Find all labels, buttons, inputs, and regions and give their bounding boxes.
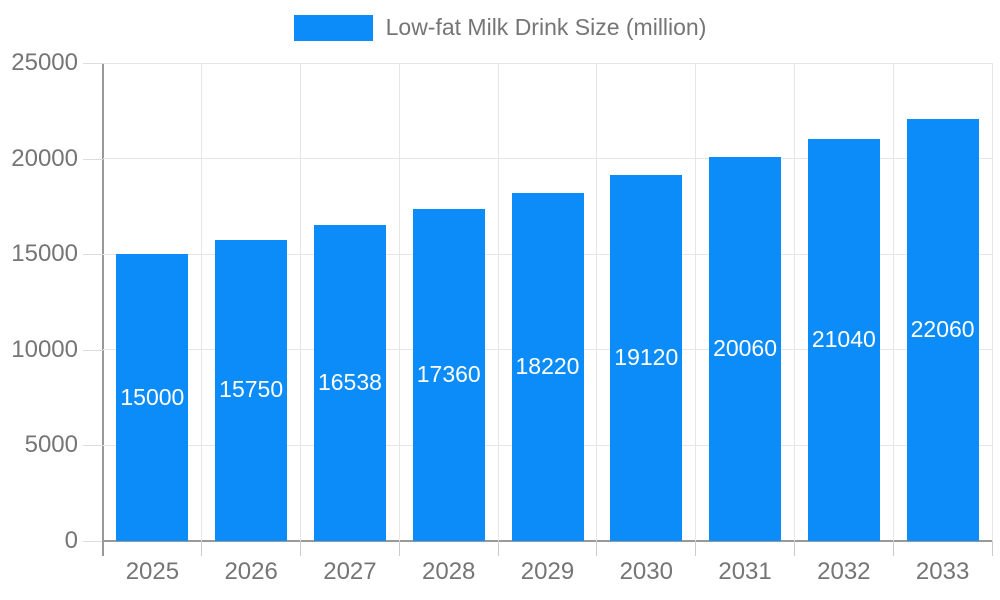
gridline-v	[596, 63, 598, 541]
bar-value-label: 18220	[515, 352, 580, 379]
gridline-v	[497, 63, 499, 541]
x-tick	[991, 541, 993, 556]
x-axis-label: 2033	[915, 558, 970, 585]
x-axis-label: 2027	[323, 558, 377, 585]
bar[interactable]: 16538	[313, 224, 386, 541]
legend-label: Low-fat Milk Drink Size (million)	[385, 14, 707, 40]
x-tick	[695, 541, 697, 556]
gridline-v	[793, 63, 795, 541]
gridline-h	[103, 62, 992, 64]
x-tick	[201, 541, 203, 556]
x-axis-label: 2029	[520, 558, 575, 585]
y-tick	[83, 349, 103, 351]
x-axis-label: 2026	[224, 558, 278, 585]
bar[interactable]: 15750	[215, 239, 288, 541]
y-axis-label: 10000	[11, 335, 78, 363]
bar-value-label: 22060	[910, 316, 975, 343]
x-axis-label: 2031	[718, 558, 772, 585]
y-axis-label: 0	[64, 527, 78, 554]
x-tick	[892, 541, 894, 556]
y-axis-line	[102, 63, 104, 556]
gridline-v	[300, 63, 302, 541]
y-tick	[83, 63, 103, 64]
bar-value-label: 19120	[614, 344, 679, 371]
x-tick	[596, 541, 598, 556]
bar[interactable]: 21040	[807, 138, 880, 541]
bar[interactable]: 18220	[511, 192, 584, 541]
gridline-v	[991, 63, 993, 541]
x-axis-line	[103, 540, 992, 542]
legend[interactable]: Low-fat Milk Drink Size (million)	[0, 14, 1000, 41]
x-axis-label: 2032	[817, 558, 871, 585]
bar-value-label: 17360	[416, 361, 481, 388]
y-axis-label: 15000	[11, 240, 78, 268]
legend-swatch-icon	[293, 14, 373, 41]
bar-value-label: 15000	[120, 383, 185, 410]
gridline-v	[695, 63, 697, 541]
y-tick	[83, 254, 103, 256]
bar[interactable]: 17360	[412, 209, 485, 541]
x-tick	[398, 541, 400, 556]
bar[interactable]: 15000	[116, 254, 189, 541]
gridline-v	[398, 63, 400, 541]
y-tick	[83, 445, 103, 447]
y-tick	[83, 158, 103, 160]
y-axis-label: 5000	[24, 431, 78, 459]
gridline-v	[201, 63, 203, 541]
y-axis-label: 20000	[11, 144, 78, 172]
x-tick	[300, 541, 302, 556]
bar-value-label: 16538	[317, 368, 382, 395]
bar[interactable]: 19120	[610, 175, 683, 541]
x-tick	[793, 541, 795, 556]
gridline-h	[103, 158, 992, 160]
x-tick	[497, 541, 499, 556]
bar-value-label: 15750	[219, 376, 284, 403]
y-tick	[83, 541, 103, 542]
y-axis-label: 25000	[11, 49, 78, 76]
x-axis-label: 2025	[125, 558, 180, 585]
bar-value-label: 21040	[811, 325, 876, 352]
x-axis-label: 2030	[619, 558, 673, 585]
x-tick	[102, 541, 104, 556]
bar-value-label: 20060	[713, 335, 778, 362]
bar[interactable]: 22060	[906, 119, 979, 541]
bar[interactable]: 20060	[709, 157, 782, 541]
plot-area: 15000 15750 16538 17360 18220 19120 20060 21040…	[102, 62, 993, 556]
gridline-v	[892, 63, 894, 541]
x-axis-label: 2028	[422, 558, 476, 585]
